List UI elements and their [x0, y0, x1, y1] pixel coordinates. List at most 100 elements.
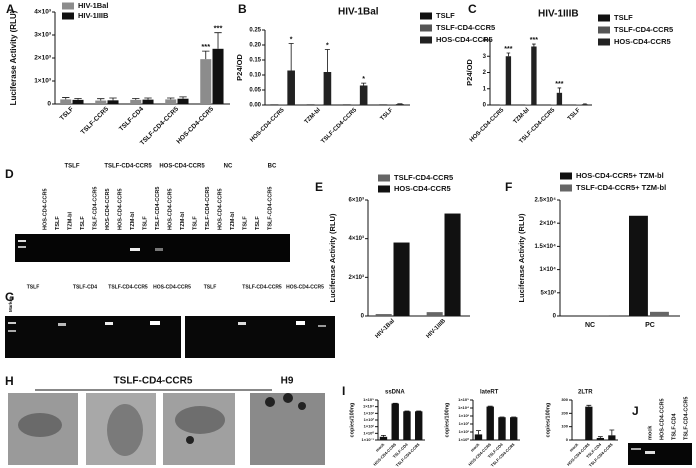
y-tick-label: 4×10³	[348, 235, 364, 242]
error-bar	[214, 32, 222, 49]
gel-band	[18, 246, 26, 248]
group-label: TSLF-CD4-CCR5	[114, 376, 193, 387]
y-tick-label: 0.05	[249, 88, 261, 94]
y-tick-label: 1×10⁻¹	[362, 437, 375, 442]
y-tick-label: 1×10⁵	[458, 397, 469, 402]
significance: *	[290, 36, 293, 43]
bar	[486, 406, 494, 440]
panel-letter: C	[468, 2, 477, 16]
x-tick-label: HOS-CD4-CCR5	[175, 105, 215, 145]
bar	[403, 411, 411, 440]
lane-label: TSLF	[142, 216, 148, 230]
bar	[287, 70, 295, 105]
y-tick-label: 1×10⁴	[458, 405, 469, 410]
group-label: BC	[268, 164, 277, 170]
legend-swatch	[378, 174, 390, 182]
gel-band	[150, 321, 160, 325]
bar	[342, 104, 351, 105]
legend-label: TSLF-CD4-CCR5+ TZM-bl	[576, 183, 666, 192]
bar	[142, 99, 154, 104]
bar	[498, 417, 506, 440]
gel-band	[318, 325, 326, 327]
legend-swatch	[560, 172, 572, 180]
y-tick-label: 4	[483, 38, 487, 44]
lane-label: TZM-bl	[67, 212, 73, 230]
y-tick-label: 1×10⁴	[363, 404, 374, 409]
x-tick-label: TSLF	[59, 106, 75, 122]
bar	[393, 242, 410, 316]
lane-label: TSLF-CD4	[671, 412, 677, 440]
gel-band	[130, 248, 140, 251]
significance: ***	[504, 46, 512, 53]
y-tick-label: 0.00	[249, 103, 261, 109]
y-axis-label: Luciferase Activity (RLU)	[9, 10, 18, 105]
x-tick-label: HIV-1IIIB	[426, 318, 448, 340]
lane-label: TSLF-CD4-CCR5	[205, 187, 211, 230]
legend-swatch	[598, 26, 610, 34]
bar	[387, 104, 396, 105]
lane-label: TSLF	[192, 216, 198, 230]
gel-image	[185, 316, 335, 358]
micrograph	[250, 393, 325, 465]
bar	[107, 100, 119, 104]
bar	[608, 435, 616, 440]
error-bar	[475, 430, 481, 435]
x-tick-label: HOS-CD4-CCR5	[249, 107, 286, 144]
y-tick-label: 0	[47, 101, 51, 108]
gel-band	[58, 323, 66, 326]
legend-swatch	[598, 38, 610, 46]
panel-letter: H	[5, 374, 14, 388]
lane-label: TSLF-CD4-CCR5	[155, 187, 161, 230]
x-tick-label: TSLF	[567, 107, 582, 122]
panel-letter: B	[238, 2, 247, 16]
lane-label: TZM-bl	[180, 212, 186, 230]
y-tick-label: 1	[483, 86, 487, 92]
bar	[650, 311, 669, 316]
significance: ***	[214, 24, 223, 33]
x-tick-label: TSLF-CCR5	[80, 105, 111, 136]
bar	[212, 48, 224, 104]
error-bar	[202, 50, 210, 60]
y-tick-label: 1×10⁴	[540, 267, 557, 273]
lane-label: TZM-bl	[230, 212, 236, 230]
y-tick-label: 2×10³	[34, 55, 52, 62]
panel-letter: J	[632, 404, 639, 418]
bar	[323, 72, 332, 105]
bar	[444, 213, 461, 316]
y-tick-label: 1×10⁵	[363, 397, 374, 402]
bar	[379, 436, 388, 440]
bar	[278, 104, 287, 105]
gel-band	[155, 248, 163, 251]
legend-swatch	[420, 24, 432, 32]
x-tick-label: mock	[568, 441, 579, 452]
bar	[556, 92, 563, 105]
legend-swatch	[62, 2, 74, 10]
x-tick-label: mock	[374, 441, 385, 452]
error-bar	[109, 97, 117, 101]
y-tick-label: 0.10	[249, 73, 261, 79]
legend-label: TSLF	[436, 11, 455, 20]
bar	[60, 99, 72, 104]
cell-structure	[175, 406, 225, 434]
bar	[629, 215, 648, 316]
group-label: TSLF-CD4	[73, 284, 97, 290]
x-tick-label: TSLF	[380, 107, 395, 122]
bar	[379, 104, 387, 105]
y-tick-label: 6×10³	[348, 197, 364, 204]
lane-label: HOS-CD4-CCR5	[117, 188, 123, 230]
y-tick-label: 0	[361, 314, 365, 320]
error-bar	[132, 98, 140, 100]
legend-label: HOS-CD4-CCR5+ TZM-bl	[576, 171, 664, 180]
bar	[426, 312, 443, 316]
error-bar	[179, 96, 187, 99]
bar	[359, 85, 368, 105]
y-tick-label: 0.15	[249, 58, 261, 64]
x-tick-label: TSLF-CD4-CCR5	[320, 107, 358, 145]
lane-label: TZM-bl	[130, 212, 136, 230]
error-bar	[324, 49, 330, 72]
bar	[95, 100, 107, 104]
x-tick-label: TSLF-CD4-CCR5	[139, 105, 180, 146]
group-label: HOS-CD4-CCR5	[153, 284, 191, 290]
chart-title: lateRT	[480, 390, 499, 396]
